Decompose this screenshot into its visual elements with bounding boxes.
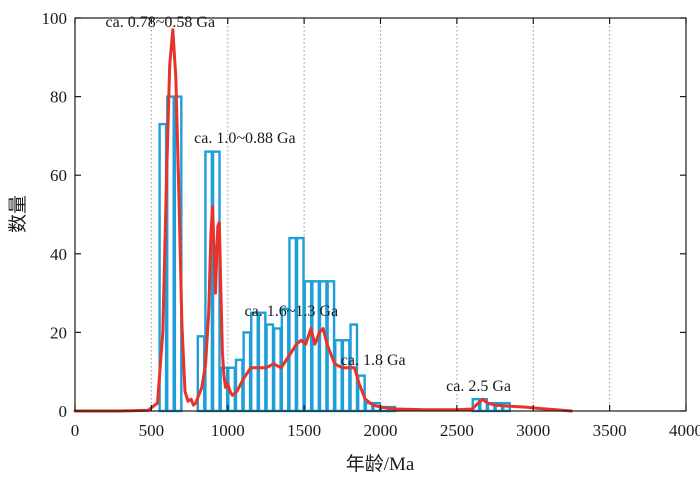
y-tick-label: 20 bbox=[50, 323, 67, 342]
histogram-bar bbox=[297, 238, 303, 411]
density-curve-layer bbox=[75, 30, 571, 411]
histogram-bar bbox=[312, 281, 318, 411]
histogram-bar bbox=[335, 340, 341, 411]
peak-annotation: ca. 2.5 Ga bbox=[446, 378, 511, 395]
histogram-bar bbox=[259, 313, 265, 411]
x-axis-title: 年龄/Ma bbox=[346, 453, 415, 475]
x-tick-label: 4000 bbox=[669, 421, 700, 440]
peak-annotation: ca. 1.8 Ga bbox=[341, 352, 406, 369]
density-curve bbox=[75, 30, 571, 411]
x-tick-label: 500 bbox=[139, 421, 165, 440]
histogram-bar bbox=[320, 281, 326, 411]
y-tick-label: 100 bbox=[42, 9, 68, 28]
tick-layer: 0 500 1000 1500 2000 2500 3000 3500 4000 0 20 40 60 8… bbox=[42, 9, 700, 440]
y-tick-label: 80 bbox=[50, 88, 67, 107]
x-tick-label: 0 bbox=[71, 421, 80, 440]
x-tick-label: 1000 bbox=[211, 421, 245, 440]
peak-annotation: ca. 1.0~0.88 Ga bbox=[194, 130, 296, 147]
y-axis-title: 数量 bbox=[7, 195, 29, 233]
x-tick-label: 2000 bbox=[364, 421, 398, 440]
peak-annotation: ca. 0.78~0.58 Ga bbox=[106, 14, 216, 31]
x-tick-label: 3000 bbox=[516, 421, 550, 440]
x-tick-label: 3500 bbox=[593, 421, 627, 440]
x-tick-label: 2500 bbox=[440, 421, 474, 440]
histogram-bar bbox=[289, 238, 295, 411]
y-tick-label: 60 bbox=[50, 166, 67, 185]
histogram-bar bbox=[305, 281, 311, 411]
histogram-bar bbox=[274, 328, 280, 411]
x-tick-label: 1500 bbox=[287, 421, 321, 440]
y-tick-label: 0 bbox=[59, 402, 68, 421]
y-tick-label: 40 bbox=[50, 245, 67, 264]
histogram-bar bbox=[343, 340, 349, 411]
peak-annotation: ca. 1.6~1.3 Ga bbox=[245, 303, 339, 320]
histogram-bar bbox=[251, 313, 257, 411]
